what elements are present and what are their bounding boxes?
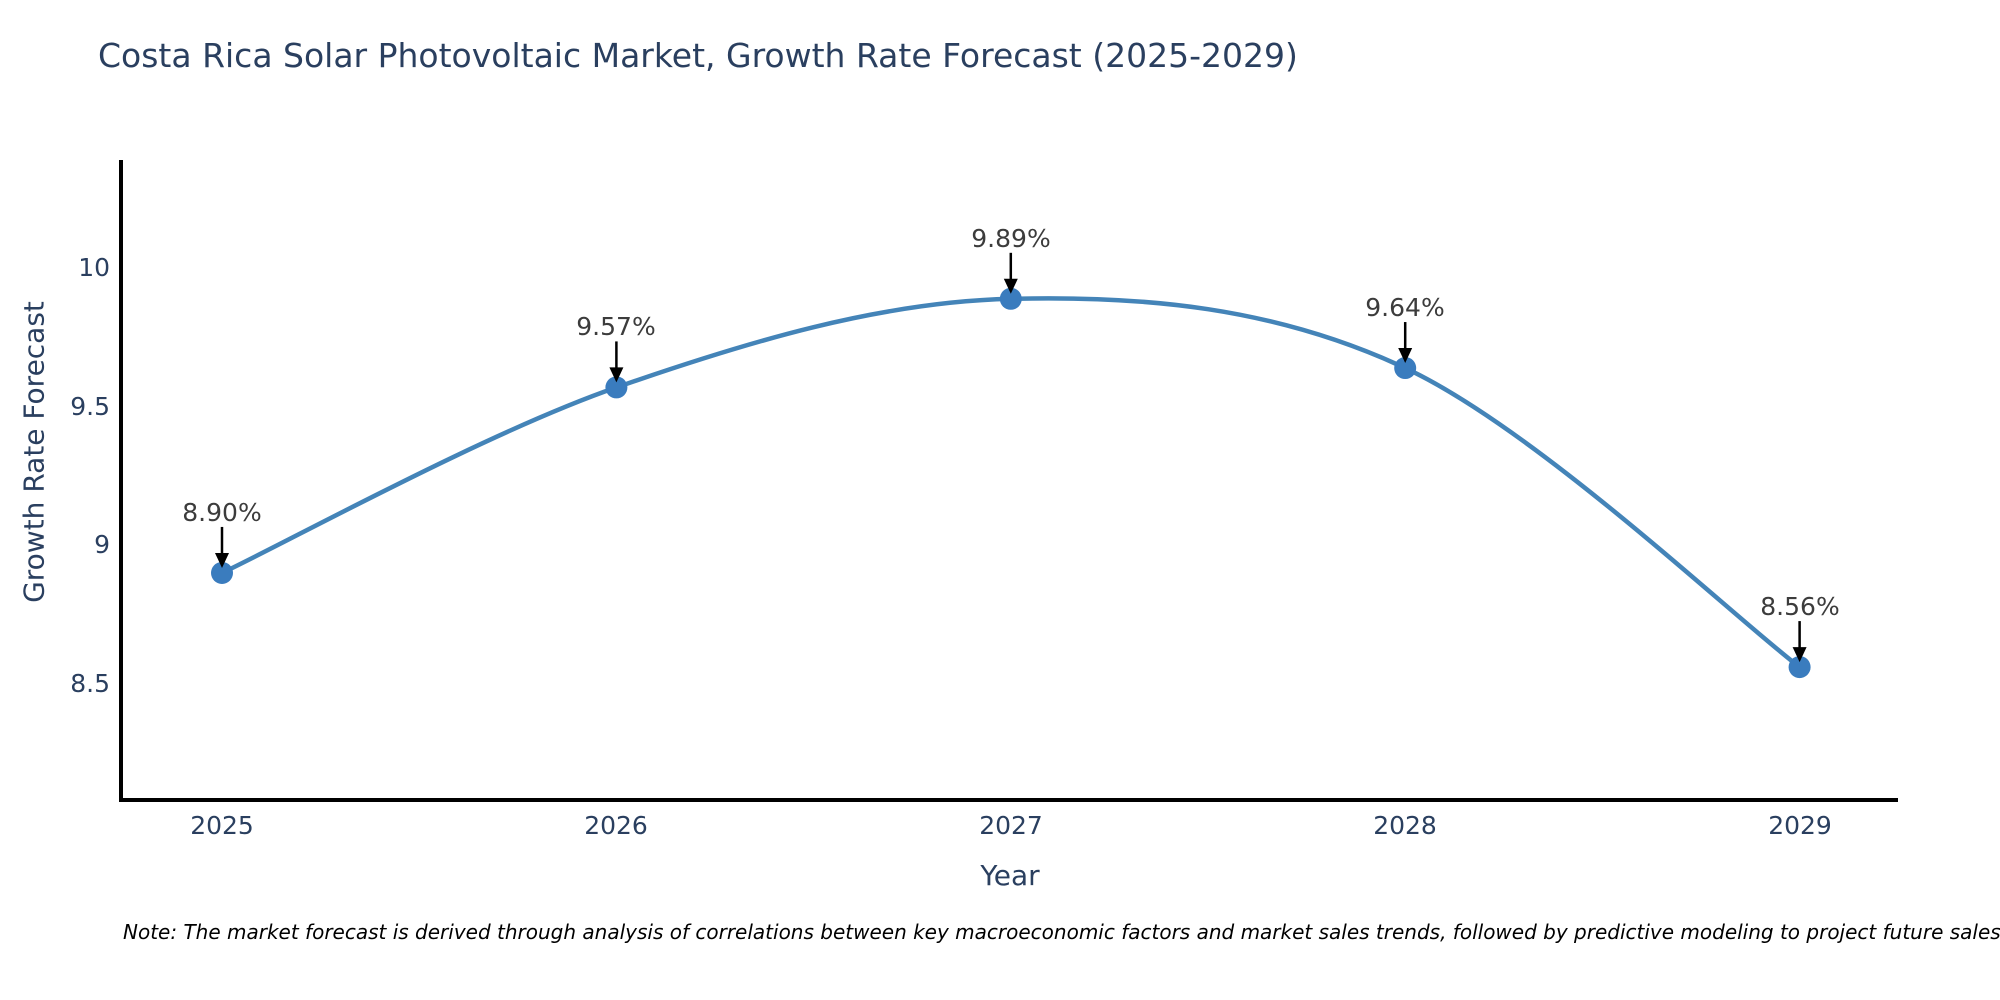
- annotation-arrowhead: [1003, 278, 1018, 294]
- y-tick-label: 10: [78, 253, 110, 282]
- axis-lines: [119, 160, 1898, 802]
- data-point-marker: [1394, 357, 1417, 380]
- chart-title: Costa Rica Solar Photovoltaic Market, Gr…: [98, 36, 1298, 75]
- x-axis-title: Year: [980, 859, 1040, 892]
- x-tick-label: 2029: [1768, 811, 1832, 840]
- x-tick-label: 2027: [979, 811, 1043, 840]
- x-tick-label: 2026: [584, 811, 648, 840]
- y-tick-label: 9.5: [70, 392, 110, 421]
- data-point-annotation: 8.56%: [1760, 592, 1840, 621]
- annotation-arrowhead: [1398, 348, 1413, 364]
- annotation-arrowhead: [215, 552, 229, 568]
- trend-line: [219, 296, 1802, 670]
- footnote: Note: The market forecast is derived thr…: [123, 920, 2000, 944]
- annotation-arrowhead: [1792, 647, 1807, 663]
- y-tick-label: 8.5: [70, 669, 110, 698]
- data-point-marker: [999, 287, 1022, 310]
- x-tick-label: 2025: [190, 811, 254, 840]
- data-point-annotation: 8.90%: [182, 498, 262, 527]
- data-point-marker: [605, 376, 628, 399]
- data-point-marker: [1788, 656, 1811, 679]
- y-tick-label: 9: [94, 530, 110, 559]
- x-tick-label: 2028: [1373, 811, 1437, 840]
- data-point-annotation: 9.57%: [576, 312, 656, 341]
- annotation-arrowhead: [609, 367, 624, 383]
- data-point-marker: [211, 561, 233, 584]
- data-point-annotation: 9.64%: [1365, 293, 1445, 322]
- data-point-annotation: 9.89%: [971, 224, 1051, 253]
